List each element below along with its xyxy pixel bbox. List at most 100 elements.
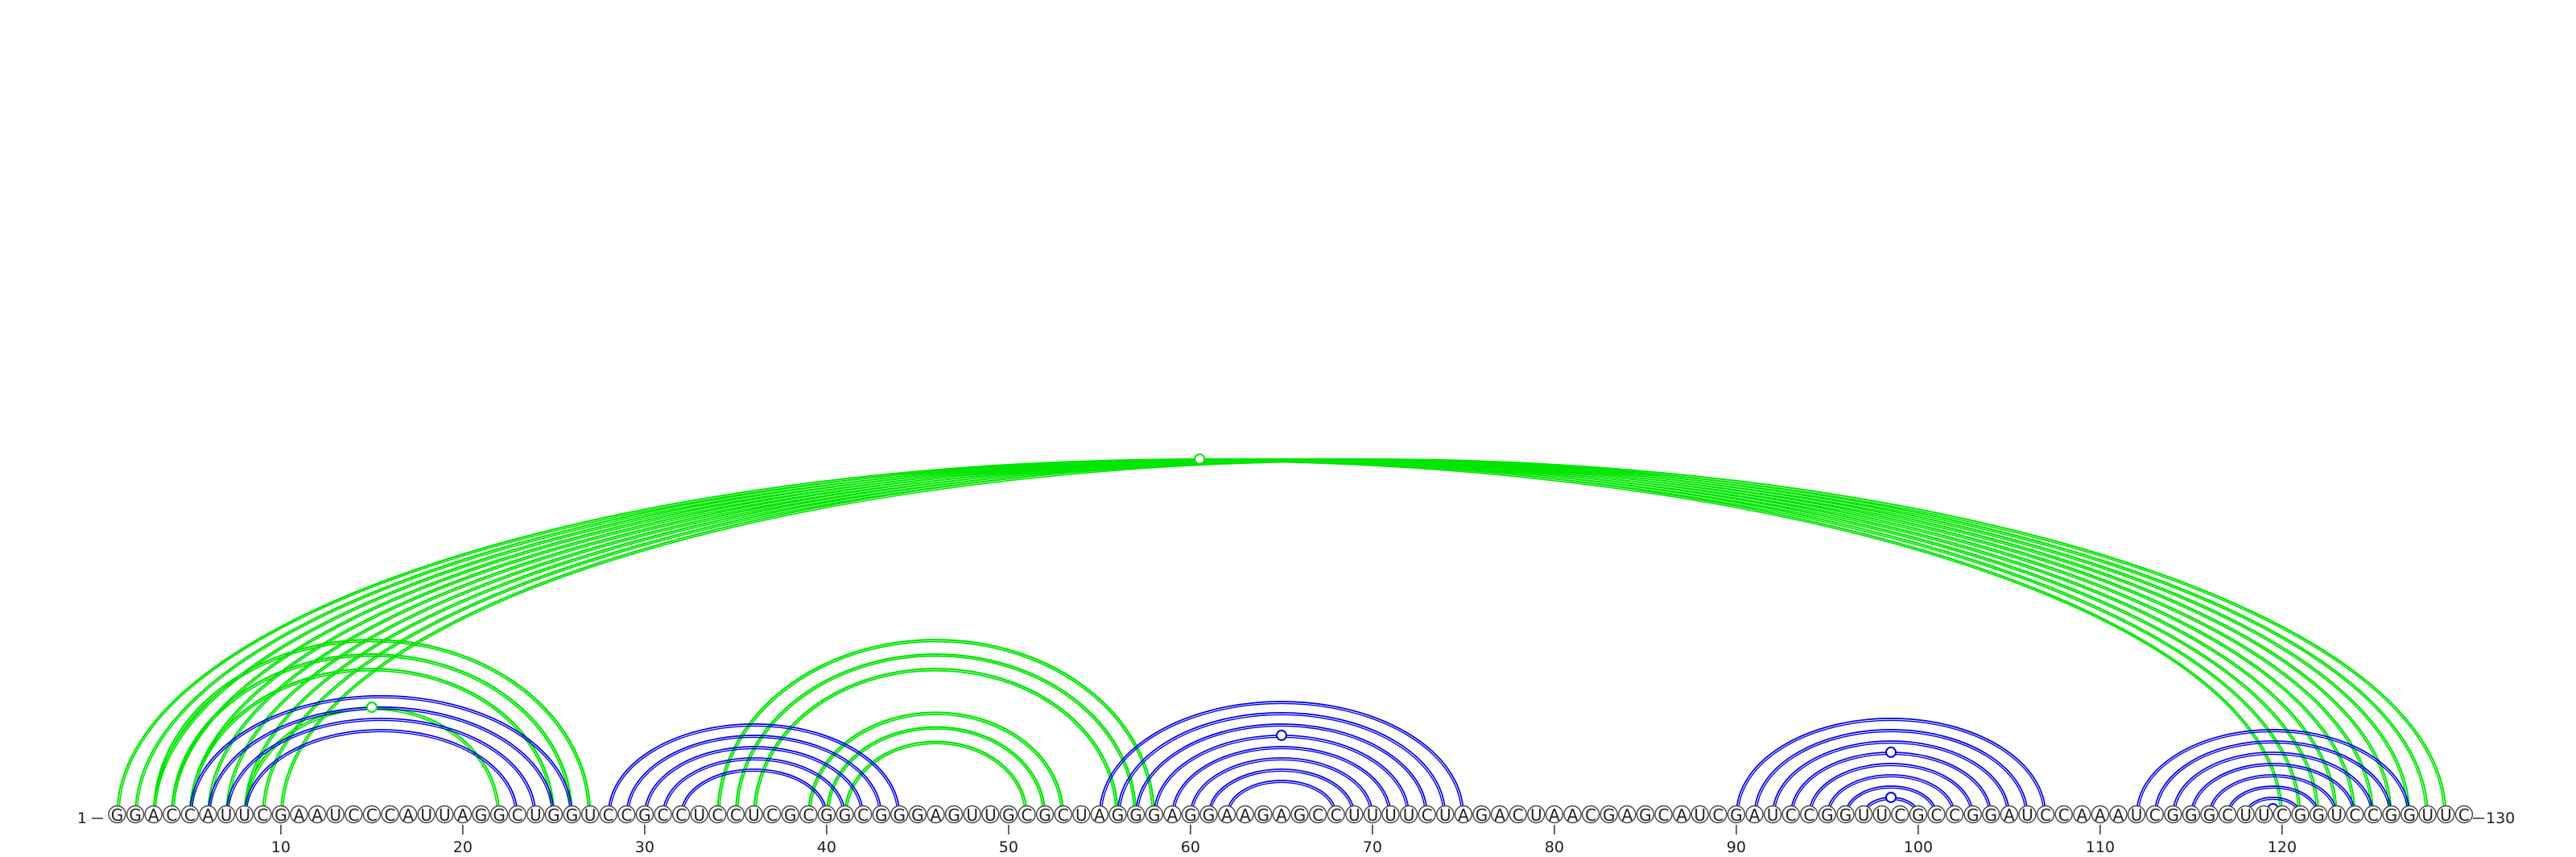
nucleotide-circle-124 xyxy=(2346,805,2364,824)
nucleotide-circle-4 xyxy=(163,805,181,824)
tick-label-110: 110 xyxy=(2086,838,2115,856)
nucleotide-circle-64 xyxy=(1254,805,1273,824)
nucleotide-93: C xyxy=(1785,805,1797,825)
nucleotide-circle-2 xyxy=(126,805,145,824)
nucleotide-2: G xyxy=(129,805,142,825)
green-long-arc-1-120 xyxy=(116,457,2283,815)
nucleotide-circle-71 xyxy=(1381,805,1400,824)
nucleotide-102: C xyxy=(1949,805,1960,825)
nucleotide-circle-90 xyxy=(1727,805,1746,824)
nucleotide-circle-15 xyxy=(362,805,382,824)
blue-arc-inner-95-102 xyxy=(1828,776,1954,815)
nucleotide-circle-41 xyxy=(836,805,854,824)
nucleotide-114: G xyxy=(2167,805,2180,825)
nucleotide-circle-42 xyxy=(853,805,873,824)
nucleotide-circle-9 xyxy=(254,805,272,824)
nucleotide-circle-16 xyxy=(381,805,399,824)
nucleotide-40: G xyxy=(820,805,833,825)
nucleotide-130: C xyxy=(2458,805,2470,825)
blue-arc-95-102 xyxy=(1827,774,1955,815)
nucleotide-circle-54 xyxy=(1072,805,1091,824)
blue-arc-114-125 xyxy=(2172,751,2374,815)
nucleotide-circle-85 xyxy=(1636,805,1655,824)
nucleotide-circle-63 xyxy=(1236,805,1254,824)
green-arc-marker xyxy=(1194,453,1206,465)
nucleotide-circle-98 xyxy=(1872,805,1891,824)
nucleotide-111: A xyxy=(2113,805,2124,825)
nucleotide-120: C xyxy=(2277,805,2288,825)
blue-arc-113-126 xyxy=(2153,740,2392,815)
blue-arc-inner-112-127 xyxy=(2137,731,2409,815)
nucleotide-circle-84 xyxy=(1618,805,1637,824)
nucleotide-101: C xyxy=(1931,805,1942,825)
nucleotide-circle-108 xyxy=(2054,805,2073,824)
nucleotide-circle-34 xyxy=(708,805,727,824)
nucleotide-87: A xyxy=(1676,805,1687,825)
nucleotide-circle-96 xyxy=(1836,805,1855,824)
nucleotide-3: A xyxy=(148,805,159,825)
green-long-arc-inner-5-124 xyxy=(191,460,2354,815)
nucleotide-circle-89 xyxy=(1709,805,1728,824)
nucleotide-129: U xyxy=(2440,805,2452,825)
nucleotide-92: U xyxy=(1767,805,1779,825)
nucleotide-118: U xyxy=(2240,805,2252,825)
green-mid-arc-5-25 xyxy=(188,668,555,815)
nucleotide-circle-55 xyxy=(1090,805,1109,824)
nucleotide-circle-103 xyxy=(1963,805,1982,824)
nucleotide-circle-11 xyxy=(290,805,308,824)
blue-arc-inner-96-101 xyxy=(1847,787,1935,815)
nucleotide-123: U xyxy=(2330,805,2343,825)
nucleotide-23: C xyxy=(512,805,523,825)
nucleotide-64: G xyxy=(1257,805,1270,825)
nucleotide-56: G xyxy=(1112,805,1125,825)
nucleotide-29: C xyxy=(621,805,632,825)
nucleotide-circle-107 xyxy=(2036,805,2055,824)
nucleotide-circle-113 xyxy=(2145,805,2164,824)
blue-arc-5-26 xyxy=(189,695,573,815)
nucleotide-circle-46 xyxy=(927,805,945,824)
blue-arc-inner-62-68 xyxy=(1228,781,1335,815)
nucleotide-circle-128 xyxy=(2418,805,2437,824)
nucleotide-85: G xyxy=(1639,805,1652,825)
nucleotide-circle-3 xyxy=(144,805,163,824)
nucleotide-circle-106 xyxy=(2018,805,2037,824)
nucleotide-circle-61 xyxy=(1199,805,1218,824)
tick-label-10: 10 xyxy=(271,838,291,856)
nucleotide-55: A xyxy=(1094,805,1105,825)
tick-label-30: 30 xyxy=(635,838,654,856)
nucleotide-circle-13 xyxy=(326,805,345,824)
blue-arc-inner-55-75 xyxy=(1100,702,1463,815)
green-mid-arc-inner-39-53 xyxy=(809,714,1063,815)
nucleotide-circle-18 xyxy=(417,805,436,824)
nucleotide-circle-38 xyxy=(781,805,799,824)
nucleotide-84: A xyxy=(1621,805,1633,825)
blue-arc-inner-31-41 xyxy=(664,759,844,815)
blue-arc-inner-91-106 xyxy=(1756,731,2026,815)
blue-arc-inner-6-25 xyxy=(209,708,553,815)
nucleotide-circle-37 xyxy=(762,805,782,824)
nucleotide-82: C xyxy=(1585,805,1596,825)
nucleotide-69: U xyxy=(1348,805,1360,825)
nucleotide-115: G xyxy=(2185,805,2198,825)
arc-layer xyxy=(116,453,2447,815)
nucleotide-66: G xyxy=(1294,805,1307,825)
nucleotide-circle-30 xyxy=(635,805,654,824)
nucleotide-circle-112 xyxy=(2127,805,2146,824)
nucleotide-circle-58 xyxy=(1145,805,1163,824)
nucleotide-circle-122 xyxy=(2309,805,2328,824)
nucleotide-54: U xyxy=(1075,805,1088,825)
nucleotide-109: A xyxy=(2076,805,2087,825)
blue-arc-112-127 xyxy=(2136,729,2410,815)
nucleotide-circle-109 xyxy=(2073,805,2091,824)
nucleotide-circle-78 xyxy=(1509,805,1527,824)
blue-arc-inner-5-26 xyxy=(191,697,571,815)
nucleotide-circle-130 xyxy=(2454,805,2474,824)
nucleotide-9: C xyxy=(257,805,268,825)
nucleotide-34: C xyxy=(712,805,723,825)
blue-arc-62-68 xyxy=(1226,780,1337,815)
blue-arc-inner-28-44 xyxy=(609,725,898,815)
nucleotide-42: C xyxy=(857,805,869,825)
nucleotide-circle-27 xyxy=(580,805,600,824)
green-long-arc-10-129 xyxy=(279,457,2447,815)
nucleotide-circle-48 xyxy=(963,805,981,824)
